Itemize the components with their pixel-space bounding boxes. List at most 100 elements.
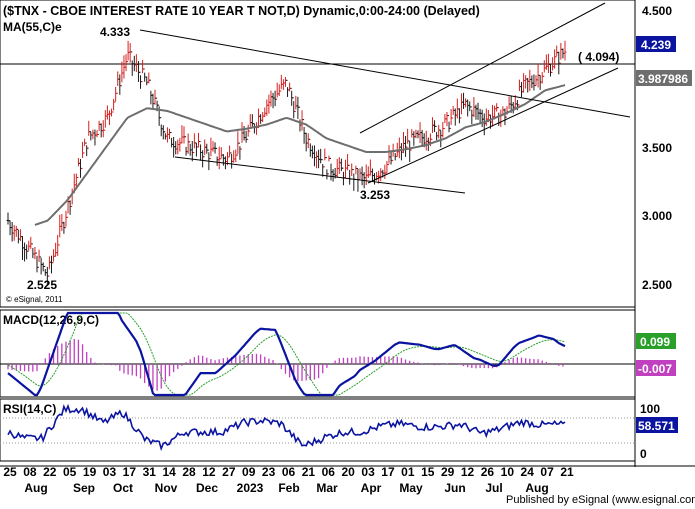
price-bar — [238, 142, 242, 160]
price-bar — [209, 137, 213, 160]
price-bar — [530, 75, 534, 89]
price-bar — [259, 114, 263, 124]
price-bar — [279, 74, 283, 92]
price-bar — [437, 124, 441, 139]
price-bar — [522, 73, 526, 93]
last-price-value: 4.239 — [641, 38, 671, 52]
price-bar — [528, 69, 532, 92]
price-bar — [534, 75, 538, 87]
price-bar — [143, 68, 147, 82]
footer-text: Published by eSignal (www.esignal.com) — [506, 494, 695, 506]
price-bar — [39, 256, 43, 275]
price-bar — [25, 244, 29, 260]
price-bar — [161, 125, 165, 140]
price-bar — [373, 173, 377, 185]
price-bar — [553, 49, 557, 69]
ma-line — [34, 84, 566, 226]
rsi-value: 58.571 — [638, 419, 675, 433]
annotation-low: 2.525 — [27, 278, 57, 292]
price-bar — [292, 97, 296, 119]
x-day-label: 06 — [322, 465, 336, 479]
price-bar — [168, 128, 172, 140]
rsi-line — [7, 403, 566, 452]
price-bar — [139, 71, 143, 89]
price-bars — [6, 40, 567, 286]
x-day-label: 12 — [461, 465, 475, 479]
x-day-label: 29 — [441, 465, 455, 479]
price-bar — [435, 125, 439, 141]
price-bar — [134, 54, 138, 72]
price-bar — [114, 86, 118, 103]
price-bar — [404, 136, 408, 157]
x-day-label: 24 — [521, 465, 535, 479]
macd-diff-box — [636, 360, 676, 376]
price-bar — [341, 167, 345, 186]
macd-label: MACD(12,26,9,C) — [3, 313, 99, 327]
price-bar — [18, 229, 22, 242]
macd-value-box — [636, 333, 676, 349]
x-day-label: 21 — [560, 465, 574, 479]
last-price-box — [636, 36, 676, 52]
x-month-label: Apr — [361, 481, 382, 495]
price-bar — [310, 145, 314, 159]
channel-upper — [359, 2, 606, 134]
price-bar — [549, 63, 553, 77]
x-day-label: 15 — [421, 465, 435, 479]
price-bar — [203, 139, 207, 158]
price-bar — [180, 125, 184, 144]
price-bar — [261, 111, 265, 123]
x-day-label: 28 — [182, 465, 196, 479]
price-bar — [170, 132, 174, 148]
price-bar — [290, 87, 294, 106]
x-day-label: 10 — [501, 465, 515, 479]
price-bar — [23, 242, 27, 262]
x-month-label: 2023 — [237, 481, 264, 495]
price-bar — [344, 159, 348, 179]
price-bar — [240, 122, 244, 150]
price-bar — [412, 131, 416, 146]
price-bar — [491, 104, 495, 127]
price-bar — [300, 110, 304, 131]
price-bar — [128, 43, 132, 63]
price-bar — [14, 225, 18, 237]
price-bar — [312, 145, 316, 167]
price-bar — [254, 122, 258, 135]
price-bar — [157, 104, 161, 126]
price-bar — [101, 120, 105, 138]
price-bar — [184, 136, 188, 156]
price-bar — [526, 77, 530, 93]
price-bar — [159, 117, 163, 137]
rsi-value-box — [636, 417, 678, 433]
price-tick-3000: 3.000 — [642, 209, 672, 223]
price-bar — [103, 110, 107, 131]
rsi-label: RSI(14,C) — [3, 402, 56, 416]
price-bar — [532, 74, 536, 91]
price-bar — [555, 45, 559, 58]
price-bar — [221, 154, 225, 166]
x-day-label: 23 — [262, 465, 276, 479]
annotation-level: ( 4.094) — [578, 50, 619, 64]
price-bar — [294, 95, 298, 112]
price-bar — [319, 148, 323, 164]
price-bar — [201, 150, 205, 168]
price-bar — [196, 132, 200, 148]
price-bar — [153, 89, 157, 105]
macd-diff-value: -0.007 — [638, 362, 672, 376]
price-bar — [315, 151, 319, 169]
price-bar — [296, 96, 300, 119]
price-bar — [95, 130, 99, 138]
price-bar — [348, 164, 352, 185]
price-bar — [464, 98, 468, 108]
price-bar — [141, 59, 145, 83]
price-bar — [430, 117, 434, 140]
price-bar — [306, 133, 310, 149]
price-bar — [228, 145, 232, 158]
annotation-high: 4.333 — [100, 25, 130, 39]
x-day-label: 03 — [103, 465, 117, 479]
price-bar — [406, 128, 410, 148]
macd-signal-line — [7, 312, 566, 396]
price-bar — [64, 210, 68, 229]
price-bar — [47, 256, 51, 277]
price-bar — [54, 242, 58, 257]
price-bar — [10, 221, 14, 242]
